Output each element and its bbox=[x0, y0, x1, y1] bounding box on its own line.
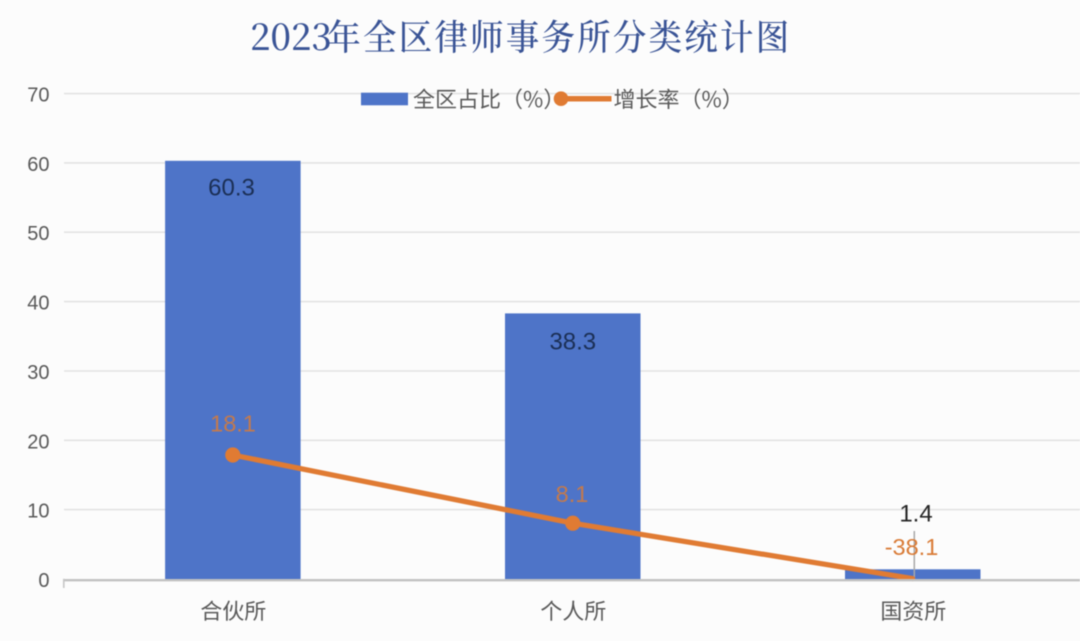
svg-text:30: 30 bbox=[27, 362, 49, 384]
svg-text:70: 70 bbox=[27, 85, 49, 107]
svg-text:38.3: 38.3 bbox=[549, 329, 596, 356]
svg-text:50: 50 bbox=[27, 223, 49, 245]
svg-text:1.4: 1.4 bbox=[899, 500, 932, 527]
svg-text:60.3: 60.3 bbox=[208, 175, 255, 202]
svg-text:40: 40 bbox=[27, 293, 49, 315]
svg-text:18.1: 18.1 bbox=[210, 411, 256, 437]
svg-text:8.1: 8.1 bbox=[556, 481, 589, 507]
svg-text:-38.1: -38.1 bbox=[885, 534, 939, 560]
svg-text:20: 20 bbox=[27, 431, 49, 453]
svg-text:0: 0 bbox=[38, 570, 49, 592]
svg-text:60: 60 bbox=[27, 154, 49, 176]
svg-text:10: 10 bbox=[27, 501, 49, 523]
